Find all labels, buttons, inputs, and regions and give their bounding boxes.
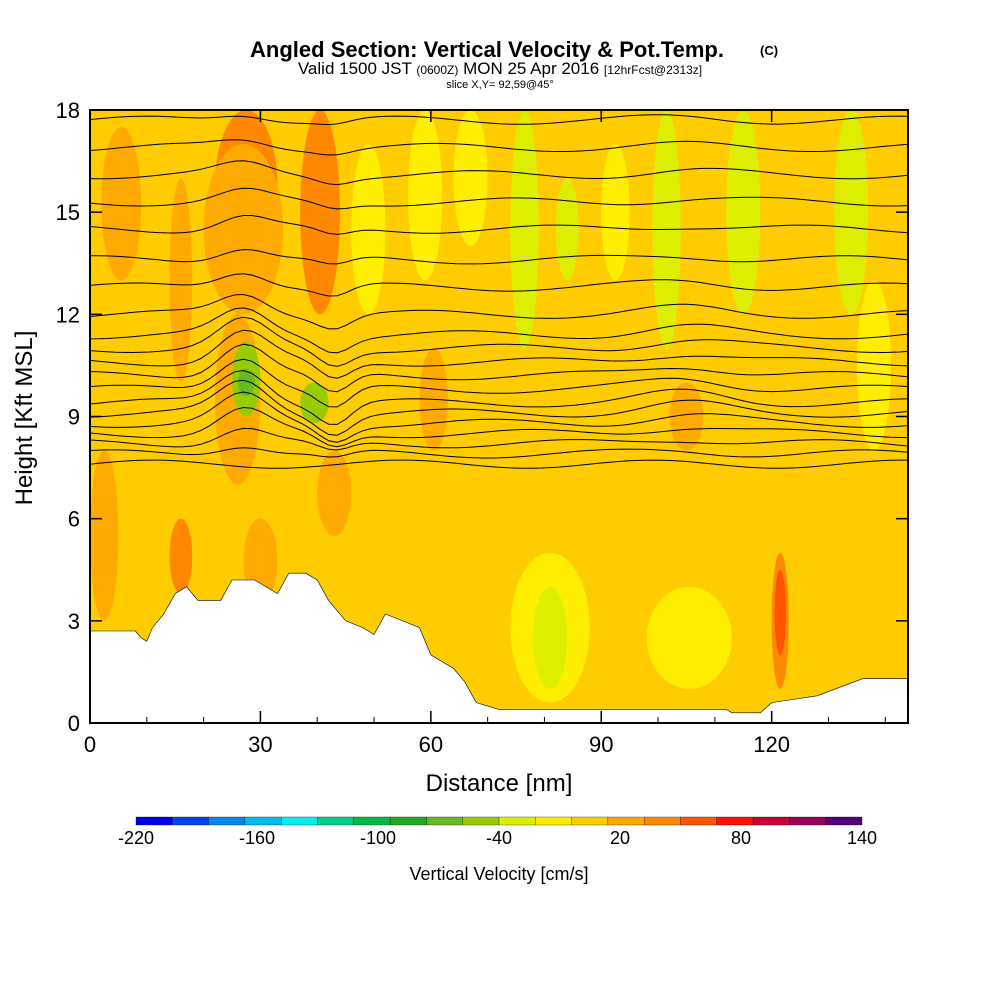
y-tick-label: 15 (56, 200, 80, 225)
velocity-cell-28 (646, 586, 732, 689)
colorbar-tick-label: -40 (486, 828, 512, 848)
x-tick-label: 120 (753, 732, 790, 757)
y-tick-label: 18 (56, 98, 80, 123)
velocity-cell-15 (453, 110, 488, 247)
y-tick-label: 0 (68, 711, 80, 736)
subtitle-utc: (0600Z) (416, 63, 458, 77)
colorbar-tick-label: 20 (610, 828, 630, 848)
colorbar-swatch (353, 816, 391, 826)
colorbar-swatch (571, 816, 609, 826)
isentrope-3 (90, 406, 908, 448)
colorbar-swatch (716, 816, 754, 826)
isentrope-19 (90, 114, 908, 126)
velocity-cell-13 (351, 144, 386, 315)
x-tick-label: 90 (589, 732, 613, 757)
velocity-cell-3 (203, 144, 284, 315)
colorbar-swatch (317, 816, 354, 826)
colorbar-swatch (535, 816, 572, 826)
subtitle-forecast: [12hrFcst@2313z] (604, 63, 702, 77)
velocity-cell-20 (726, 110, 761, 315)
isentrope-12 (90, 293, 908, 330)
y-axis-label: Height [Kft MSL] (11, 331, 38, 506)
colorbar-swatch (172, 816, 209, 826)
isentrope-6 (90, 369, 908, 425)
colorbar-swatch (462, 816, 500, 826)
velocity-field (90, 110, 891, 703)
plot-area (90, 110, 908, 723)
velocity-cell-30 (669, 382, 704, 451)
velocity-cell-32 (90, 450, 119, 621)
colorbar-swatch (680, 816, 717, 826)
colorbar-swatch (389, 816, 427, 826)
colorbar-swatch (607, 816, 645, 826)
velocity-cell-9 (237, 368, 255, 397)
velocity-cell-17 (555, 178, 579, 281)
x-tick-label: 30 (248, 732, 272, 757)
isentrope-11 (90, 307, 908, 354)
subtitle-valid: Valid 1500 JST (298, 59, 412, 78)
colorbar-tick-label: -220 (118, 828, 154, 848)
isentrope-0 (90, 459, 908, 469)
velocity-cell-18 (601, 144, 630, 281)
x-axis-label: Distance [nm] (426, 770, 573, 797)
velocity-cell-16 (510, 110, 539, 349)
colorbar-swatch (135, 816, 173, 826)
velocity-cell-11 (101, 127, 142, 281)
isentrope-16 (90, 187, 908, 210)
isentrope-13 (90, 273, 908, 297)
axes: 0 30 60 90 120 0 3 6 9 12 15 18 (56, 98, 908, 757)
x-tick-label: 0 (84, 732, 96, 757)
colorbar-swatch (208, 816, 246, 826)
isentrope-9 (90, 329, 908, 379)
isentrope-15 (90, 215, 908, 235)
velocity-cell-27 (533, 586, 568, 689)
terrain (90, 572, 908, 723)
subtitle-slice: slice X,Y= 92,59@45° (446, 79, 554, 91)
chart-subtitle-line: Valid 1500 JST (0600Z) MON 25 Apr 2016 [… (298, 59, 702, 78)
colorbar: -220 -160 -100 -40 20 80 140 (118, 816, 877, 848)
velocity-cell-6 (300, 110, 340, 315)
colorbar-swatch (644, 816, 681, 826)
colorbar-swatch (244, 816, 282, 826)
isentrope-17 (90, 160, 908, 186)
colorbar-label: Vertical Velocity [cm/s] (409, 864, 588, 884)
isentrope-14 (90, 249, 908, 265)
colorbar-swatch (498, 816, 536, 826)
colorbar-tick-label: -100 (360, 828, 396, 848)
colorbar-swatch (752, 816, 790, 826)
y-tick-label: 3 (68, 609, 80, 634)
colorbar-swatch (281, 816, 318, 826)
velocity-cell-23 (169, 518, 193, 594)
velocity-cell-14 (408, 110, 443, 281)
velocity-cell-10 (300, 382, 329, 424)
isentrope-7 (90, 358, 908, 408)
colorbar-swatch (789, 816, 826, 826)
colorbar-tick-label: -160 (239, 828, 275, 848)
x-tick-label: 60 (419, 732, 443, 757)
colorbar-tick-label: 140 (847, 828, 877, 848)
velocity-cell-21 (834, 110, 869, 315)
y-tick-label: 6 (68, 507, 80, 532)
isentrope-1 (90, 447, 908, 459)
y-tick-label: 9 (68, 405, 80, 430)
chart-title: Angled Section: Vertical Velocity & Pot.… (250, 37, 724, 62)
velocity-cell-12 (169, 178, 193, 383)
subtitle-date: MON 25 Apr 2016 (463, 59, 599, 78)
isentrope-2 (90, 427, 908, 451)
isentrope-5 (90, 379, 908, 436)
colorbar-swatch (825, 816, 863, 826)
isentrope-4 (90, 391, 908, 443)
isentrope-18 (90, 139, 908, 156)
chart-title-units: (C) (760, 43, 778, 58)
velocity-cell-31 (317, 450, 352, 536)
velocity-cell-25 (774, 569, 786, 655)
colorbar-tick-label: 80 (731, 828, 751, 848)
isentrope-8 (90, 343, 908, 393)
velocity-cell-22 (856, 280, 891, 451)
colorbar-swatch (426, 816, 463, 826)
y-tick-label: 12 (56, 302, 80, 327)
isentropes (90, 114, 908, 469)
isentrope-10 (90, 316, 908, 367)
